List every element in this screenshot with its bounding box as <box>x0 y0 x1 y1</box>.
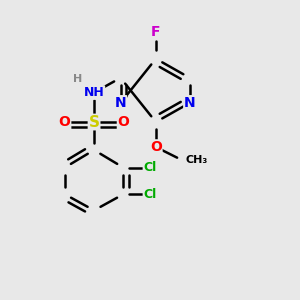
Text: Cl: Cl <box>143 161 157 174</box>
Text: O: O <box>59 115 70 129</box>
Text: O: O <box>150 140 162 154</box>
Text: H: H <box>73 74 83 84</box>
Text: NH: NH <box>84 86 104 99</box>
Text: N: N <box>184 96 196 110</box>
Text: CH₃: CH₃ <box>185 155 208 165</box>
Text: O: O <box>118 115 129 129</box>
Text: Cl: Cl <box>143 188 157 201</box>
Text: S: S <box>88 115 100 130</box>
Text: F: F <box>151 25 160 39</box>
Text: N: N <box>115 96 126 110</box>
